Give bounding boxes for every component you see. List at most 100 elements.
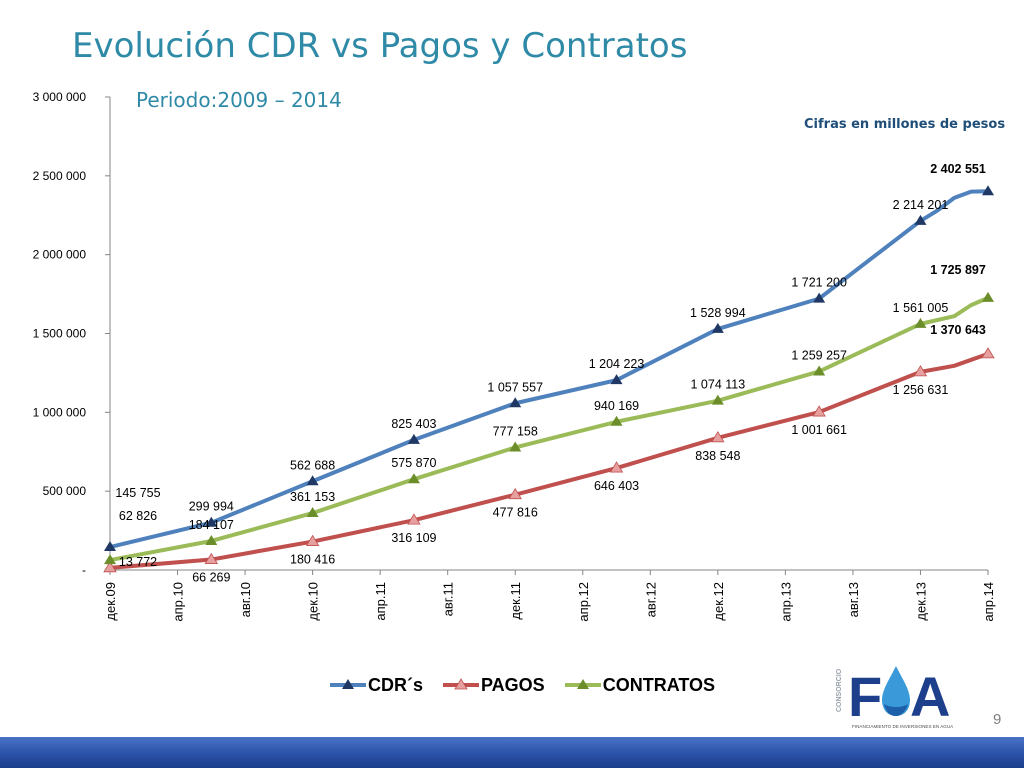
x-tick-label: дек.10 <box>306 582 321 621</box>
legend-label-pagos: PAGOS <box>481 674 545 695</box>
data-label-contratos: 575 870 <box>391 456 436 470</box>
data-label-pagos: 66 269 <box>192 571 230 585</box>
marker-cdrs <box>610 374 623 385</box>
x-tick-label: дек.12 <box>711 582 726 621</box>
marker-contratos <box>205 534 218 545</box>
legend-label-contratos: CONTRATOS <box>602 674 716 695</box>
data-label-pagos: 13 772 <box>119 555 157 569</box>
wave-icon <box>884 704 908 716</box>
marker-pagos <box>204 552 219 564</box>
marker-cdrs <box>711 322 724 333</box>
marker-cdrs <box>914 214 927 225</box>
data-label-cdrs: 825 403 <box>391 417 436 431</box>
x-tick-label: апр.13 <box>778 582 793 622</box>
water-drop-icon <box>882 666 910 716</box>
series-lines <box>109 189 989 570</box>
marker-cdrs <box>104 541 116 552</box>
series-markers <box>103 185 995 573</box>
slide-title: Evolución CDR vs Pagos y Contratos <box>72 26 688 66</box>
marker-cdrs <box>407 433 420 444</box>
x-tick-label: апр.14 <box>981 582 996 622</box>
marker-pagos <box>103 561 117 573</box>
marker-contratos <box>104 554 116 565</box>
legend-label-cdrs: CDR´s <box>368 674 424 695</box>
x-tick-label: авг.11 <box>441 582 456 616</box>
legend-swatch-contratos <box>564 679 601 689</box>
x-tick-label: апр.10 <box>171 582 186 622</box>
marker-contratos <box>982 291 994 302</box>
foa-logo: CONSORCIO F A FINANCIAMIENTO DE INVERSIO… <box>836 665 954 729</box>
data-label-cdrs: 145 755 <box>115 486 160 500</box>
marker-contratos <box>711 394 724 405</box>
y-tick-label: 3 000 000 <box>33 90 87 104</box>
y-tick-label: 500 000 <box>43 484 87 498</box>
x-tick-label: апр.11 <box>373 582 388 621</box>
data-label-pagos: 1 370 643 <box>930 323 986 337</box>
page-number: 9 <box>993 711 1002 728</box>
data-label-cdrs: 1 057 557 <box>487 380 543 394</box>
data-label-cdrs: 1 204 223 <box>589 357 645 371</box>
legend-swatch-cdrs <box>330 679 366 689</box>
x-tick-label: авг.13 <box>846 582 861 617</box>
series-line-pagos <box>109 352 989 570</box>
marker-cdrs <box>205 516 218 527</box>
legend-item-cdrs: CDR´s <box>330 673 423 697</box>
y-tick-label: 2 500 000 <box>33 169 87 183</box>
marker-pagos <box>508 487 522 500</box>
marker-pagos <box>913 365 928 377</box>
data-label-pagos: 180 416 <box>290 553 335 567</box>
x-tick-label: дек.11 <box>508 582 523 620</box>
x-tick-label: авг.12 <box>643 582 658 617</box>
logo-side-text: CONSORCIO <box>836 668 843 712</box>
chart-legend: CDR´s PAGOS CONTRATOS <box>330 672 735 698</box>
y-tick-label: - <box>82 563 86 577</box>
series-line-contratos <box>109 296 989 563</box>
logo-letter-a: A <box>910 665 950 728</box>
marker-cdrs <box>306 475 319 486</box>
data-label-contratos: 1 259 257 <box>791 348 847 362</box>
marker-contratos <box>610 415 623 426</box>
marker-cdrs <box>509 397 522 408</box>
line-chart: - 500 000 1 000 000 1 500 000 2 000 000 2 500… <box>33 90 996 622</box>
legend-swatch-pagos <box>443 678 480 690</box>
marker-pagos <box>711 431 725 443</box>
slide-subtitle: Periodo:2009 – 2014 <box>136 88 342 112</box>
marker-cdrs <box>813 292 826 303</box>
data-label-pagos: 838 548 <box>695 449 740 463</box>
data-labels: 145 755 299 994 562 688 825 403 1 057 557 1 2… <box>115 162 985 584</box>
data-label-contratos: 184 107 <box>189 518 234 532</box>
legend-item-pagos: PAGOS <box>443 673 545 697</box>
data-label-pagos: 1 256 631 <box>893 383 949 397</box>
marker-cdrs <box>982 185 994 196</box>
chart-axes: - 500 000 1 000 000 1 500 000 2 000 000 2 500… <box>33 90 996 622</box>
series-line-cdrs <box>109 189 989 549</box>
units-note: Cifras en millones de pesos <box>804 117 1006 132</box>
x-tick-label: авг.10 <box>238 582 253 617</box>
logo-tagline: FINANCIAMIENTO DE INVERSIONES EN AGUA <box>852 724 954 729</box>
marker-contratos <box>306 507 319 518</box>
data-label-contratos: 777 158 <box>493 424 538 438</box>
data-label-cdrs: 1 528 994 <box>690 306 746 320</box>
marker-pagos <box>609 461 624 473</box>
marker-contratos <box>509 441 522 452</box>
data-label-cdrs: 1 721 200 <box>791 276 847 290</box>
bottom-bar <box>0 737 1024 768</box>
data-label-pagos: 1 001 661 <box>791 423 847 437</box>
data-label-cdrs: 299 994 <box>189 500 234 514</box>
y-tick-label: 2 000 000 <box>33 248 87 262</box>
data-label-pagos: 316 109 <box>391 531 436 545</box>
data-label-contratos: 361 153 <box>290 490 335 504</box>
data-label-pagos: 477 816 <box>493 506 538 520</box>
data-label-contratos: 1 561 005 <box>893 301 949 315</box>
data-label-contratos: 62 826 <box>119 509 157 523</box>
x-tick-label: дек.13 <box>913 582 928 621</box>
data-label-cdrs: 2 214 201 <box>893 198 949 212</box>
marker-pagos <box>812 405 826 417</box>
x-tick-label: дек.09 <box>103 582 118 621</box>
x-tick-label: апр.12 <box>576 582 591 622</box>
marker-pagos <box>407 513 421 525</box>
marker-pagos <box>981 347 995 359</box>
data-label-cdrs: 2 402 551 <box>930 162 986 176</box>
data-label-contratos: 940 169 <box>594 399 639 413</box>
data-label-cdrs: 562 688 <box>290 458 335 472</box>
